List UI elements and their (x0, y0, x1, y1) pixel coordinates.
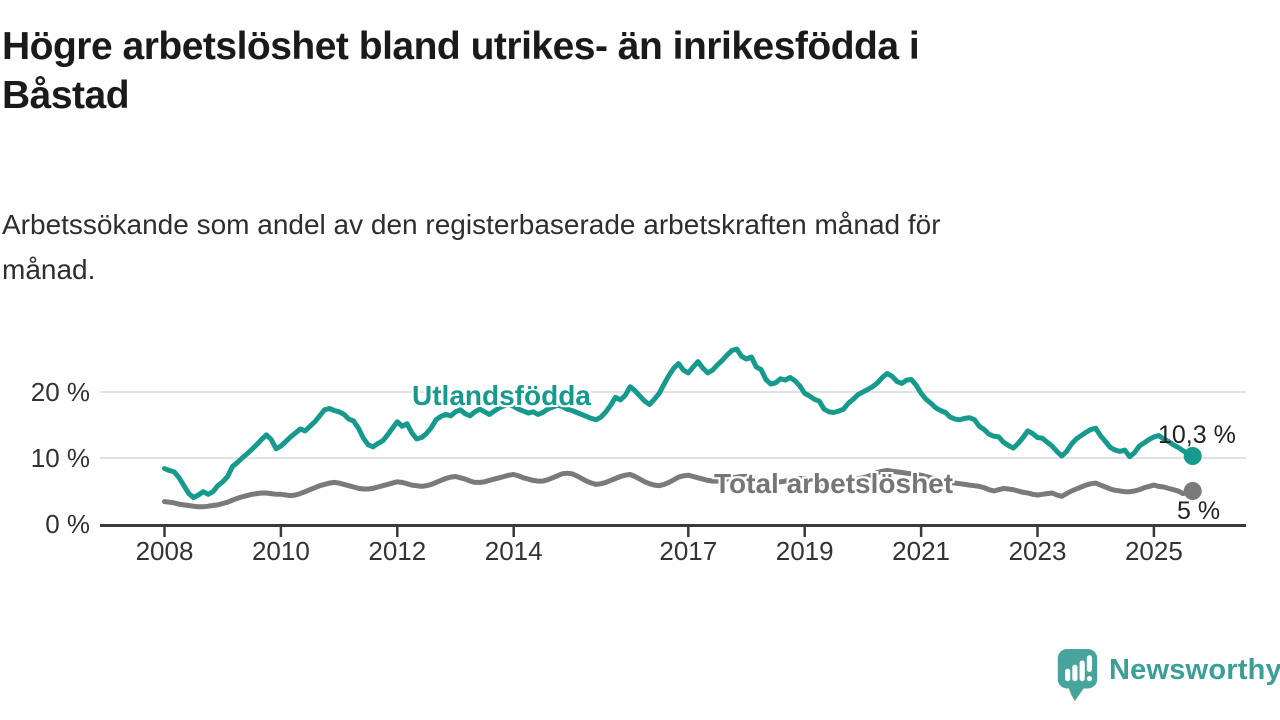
subtitle-line-1: Arbetssökande som andel av den registerb… (2, 209, 941, 240)
end-value-utlandsfodda: 10,3 % (1158, 421, 1236, 449)
title-line-1: Högre arbetslöshet bland utrikes- än inr… (2, 25, 920, 68)
series-label-utlandsfodda: Utlandsfödda (412, 380, 591, 411)
series-label-total-arbetsloshet: Total arbetslöshet (714, 468, 954, 499)
x-axis-tick-label: 2010 (251, 536, 310, 566)
y-axis-tick-label: 10 % (30, 443, 90, 473)
line-series (162, 468, 1196, 510)
x-axis-tick-label: 2019 (775, 536, 834, 566)
newsworthy-logo-icon (1057, 649, 1098, 701)
chart-subtitle: Arbetssökande som andel av den registerb… (2, 202, 1192, 292)
end-value-total: 5 % (1177, 497, 1221, 525)
line-series (162, 346, 1196, 501)
page-title: Högre arbetslöshet bland utrikes- än inr… (2, 22, 1182, 120)
newsworthy-brand: Newsworthy (1056, 648, 1280, 702)
brand-name: Newsworthy (1109, 654, 1280, 686)
y-axis-tick-label: 0 % (45, 509, 90, 539)
x-axis-tick-label: 2021 (892, 536, 951, 566)
x-axis-tick-label: 2023 (1008, 536, 1067, 566)
x-axis-tick-label: 2012 (368, 536, 427, 566)
subtitle-line-2: månad. (2, 254, 96, 285)
x-axis-tick-label: 2025 (1124, 536, 1183, 566)
x-axis-tick-label: 2008 (135, 536, 194, 566)
x-axis-tick-label: 2017 (659, 536, 718, 566)
title-line-2: Båstad (2, 74, 130, 117)
y-axis-tick-label: 20 % (30, 377, 90, 407)
x-axis-tick-label: 2014 (484, 536, 543, 566)
